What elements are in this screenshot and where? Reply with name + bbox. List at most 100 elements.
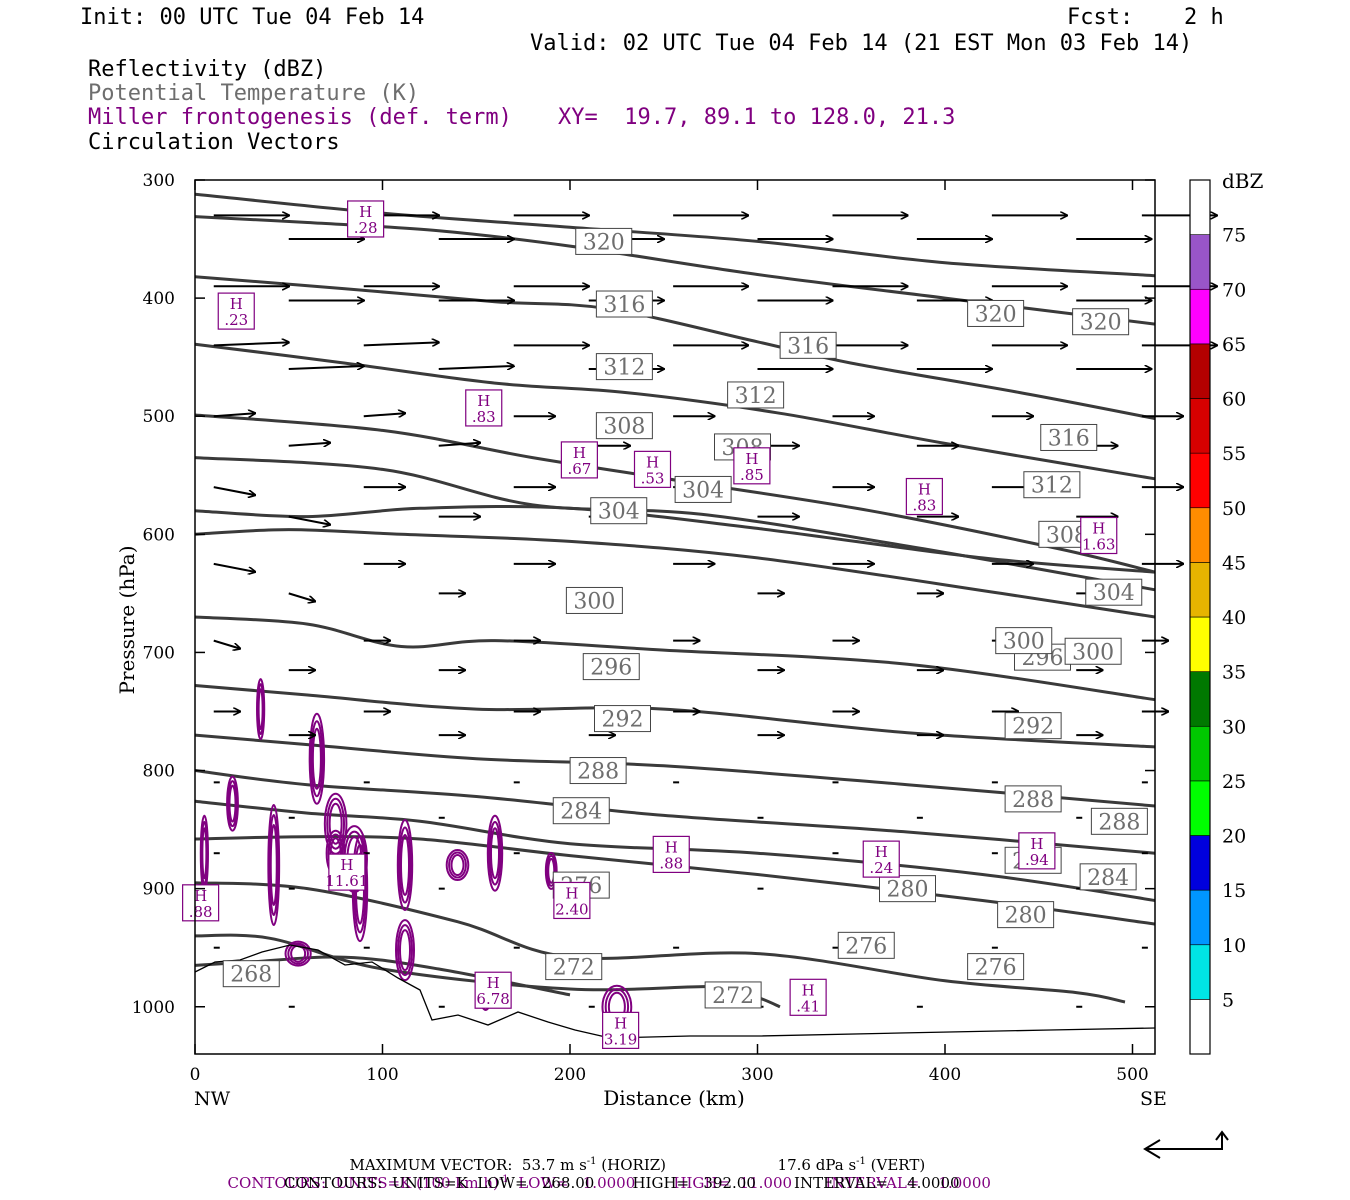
theta-label-box [552, 797, 610, 825]
colorbar-level: 70 [1222, 279, 1246, 301]
theta-label: 320 [1080, 311, 1122, 336]
fronto-max-h: H [875, 843, 888, 861]
field-vectors: Circulation Vectors [88, 130, 340, 155]
fronto-contour [445, 849, 470, 882]
theta-label: 304 [682, 478, 724, 503]
fronto-max-value: .83 [472, 408, 496, 426]
fronto-max-h: H [340, 856, 353, 874]
theta-label: 276 [845, 934, 887, 959]
fronto-contour [486, 814, 504, 892]
colorbar-segment [1189, 343, 1211, 399]
theta-label: 272 [712, 984, 754, 1009]
colorbar-segment [1189, 780, 1211, 836]
fronto-max-box [465, 389, 503, 427]
vector-arrow [288, 515, 330, 525]
colorbar-segment [1189, 671, 1211, 727]
frontogenesis-maxima: H.28H.23H.83H.67 H.53H.85H.83H1.63H.88H.2… [182, 200, 1118, 1049]
theta-contour-info: CONTOURS: UNITS=K LOW= 268.00 HIGH= 392.… [284, 1174, 960, 1192]
theta-label: 312 [603, 356, 645, 381]
theta-label-box [674, 475, 732, 503]
theta-contour-7 [194, 528, 1156, 619]
fronto-contour [328, 802, 343, 845]
fronto-contour [227, 780, 238, 828]
axis-ticks: 300 400 500 600 700 800 900 1000 0 100 200 300 400 50… [132, 171, 1155, 1085]
reflectivity-colorbar: 5 10 15 20 25 30 35 40 45 50 55 60 65 70 75 [1189, 179, 1246, 1055]
fronto-max-h: H [477, 392, 490, 410]
vector-arrow [288, 443, 330, 446]
valid-time: Valid: 02 UTC Tue 04 Feb 14 (21 EST Mon … [530, 31, 1193, 56]
colorbar-level: 25 [1222, 771, 1246, 793]
theta-label-box [1085, 578, 1143, 606]
vector-arrow [213, 562, 255, 572]
theta-contour-5 [194, 456, 1156, 592]
colorbar-level: 65 [1222, 334, 1246, 356]
forecast-hour: 2 h [1184, 5, 1224, 30]
fronto-max-value: .23 [224, 311, 248, 329]
fronto-max-value: .67 [567, 460, 591, 478]
circulation-vectors [213, 215, 1217, 1008]
theta-label: 280 [887, 878, 929, 903]
vector-arrow [438, 366, 514, 369]
fronto-max-h: H [565, 884, 578, 902]
fronto-max-box [560, 441, 598, 479]
theta-contour-12 [194, 799, 1156, 902]
fronto-contour [395, 919, 415, 982]
max-vector-line: MAXIMUM VECTOR: 53.7 m s-1 (HORIZ) [349, 1156, 667, 1174]
fronto-contour [326, 797, 346, 850]
fronto-max-box [633, 450, 672, 488]
fronto-contour [544, 851, 558, 890]
colorbar-level: 45 [1222, 552, 1246, 574]
colorbar-segment [1189, 507, 1211, 563]
theta-contour-14 [194, 881, 1126, 1004]
theta-labels: 320 316 312 308 304 300 296 292 288 284 276 272 268 3… [222, 227, 1148, 1009]
fronto-contour [488, 820, 502, 886]
theta-label: 268 [230, 963, 272, 988]
theta-label: 300 [1003, 630, 1045, 655]
y-axis-label: Pressure (hPa) [115, 546, 139, 695]
fronto-max-value: 3.19 [604, 1030, 637, 1048]
theta-label: 272 [553, 956, 595, 981]
fronto-max-box [862, 840, 900, 878]
theta-label-box [590, 497, 648, 525]
fronto-max-box [182, 884, 220, 922]
fronto-max-h: H [745, 450, 758, 468]
vector-arrow [213, 413, 255, 416]
fronto-contour [268, 814, 279, 917]
theta-label: 304 [1093, 581, 1135, 606]
colorbar-level: 5 [1222, 989, 1234, 1011]
theta-label-box [1090, 807, 1148, 835]
x-end-label: SE [1140, 1088, 1167, 1110]
theta-label: 312 [735, 384, 777, 409]
theta-label-box [1004, 712, 1062, 740]
x-tick-label: 100 [366, 1065, 398, 1085]
colorbar-segment [1189, 616, 1211, 672]
fronto-max-h: H [1030, 835, 1043, 853]
theta-label: 292 [602, 708, 644, 733]
theta-contour-11 [194, 769, 1156, 855]
vector-arrow [213, 639, 240, 649]
fronto-max-value: 2.40 [555, 900, 588, 918]
fronto-max-h: H [230, 295, 243, 313]
theta-contour-3 [194, 342, 1156, 481]
theta-label: 316 [787, 334, 829, 359]
colorbar-level: 40 [1222, 607, 1246, 629]
theta-label-box [575, 227, 633, 255]
colorbar-level: 50 [1222, 498, 1246, 520]
fronto-max-h: H [646, 453, 659, 471]
fronto-max-value: .88 [189, 903, 213, 921]
theta-label-box [779, 331, 837, 359]
theta-label-box [837, 931, 895, 959]
fronto-max-value: .53 [641, 469, 665, 487]
fronto-max-value: .83 [912, 497, 936, 515]
fronto-contour [269, 824, 278, 907]
theta-label: 288 [1012, 788, 1054, 813]
theta-label-box [595, 290, 653, 318]
reference-vector [1143, 1130, 1229, 1159]
colorbar-level: 15 [1222, 880, 1246, 902]
fronto-max-value: 6.78 [476, 990, 509, 1008]
theta-label: 296 [590, 656, 632, 681]
theta-label: 284 [560, 800, 602, 825]
x-axis-label: Distance (km) [603, 1086, 745, 1110]
fronto-contour [490, 827, 500, 880]
